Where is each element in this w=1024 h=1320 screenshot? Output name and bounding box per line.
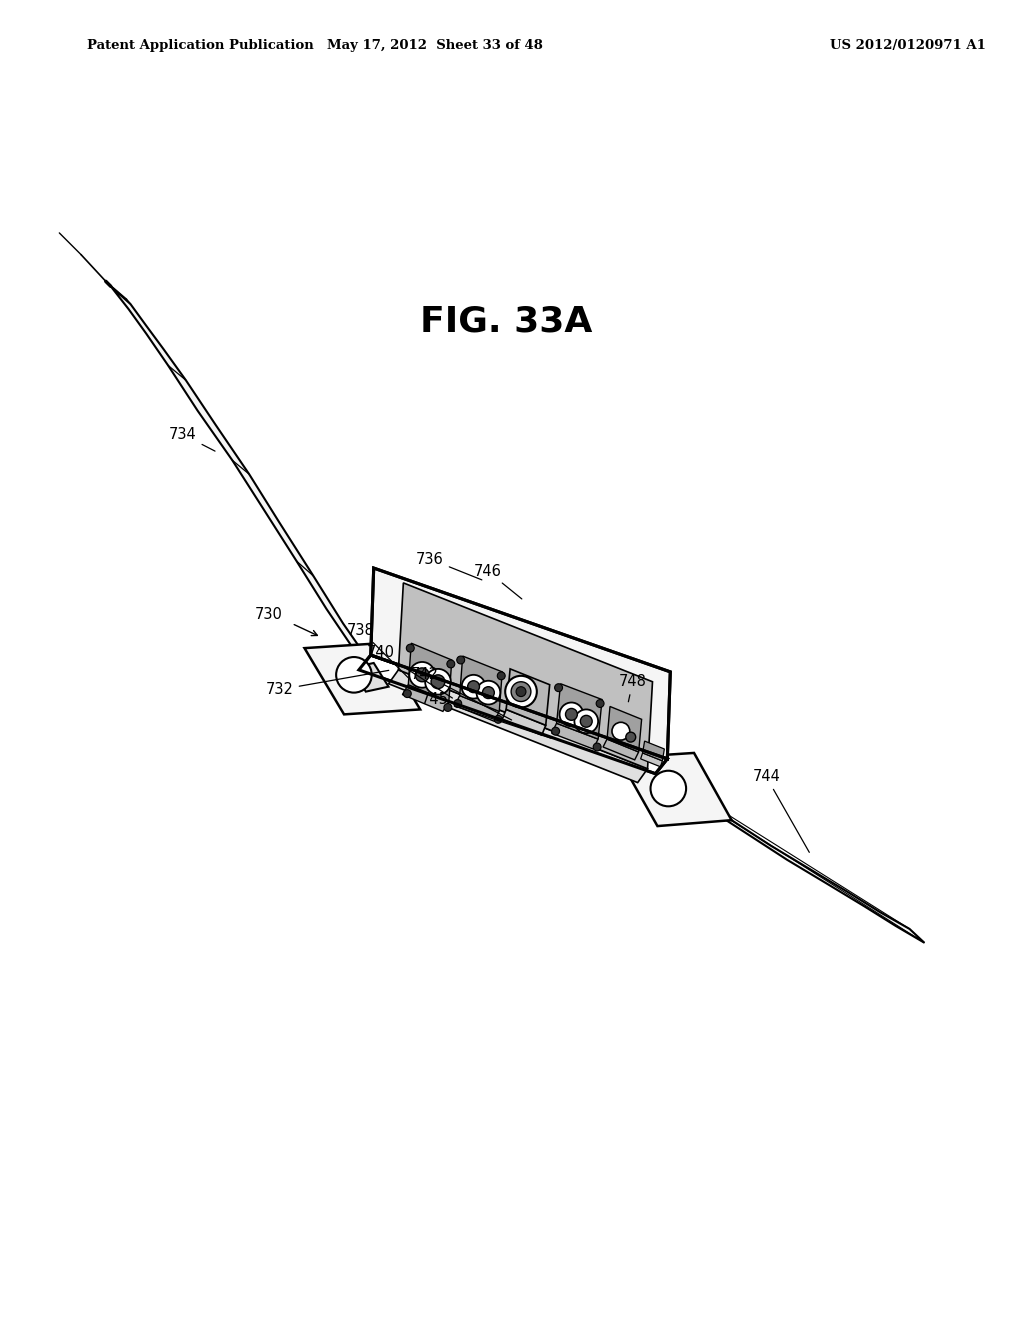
Text: 740: 740 — [367, 644, 453, 698]
Circle shape — [565, 709, 578, 721]
Polygon shape — [358, 655, 668, 774]
Polygon shape — [388, 669, 647, 783]
Circle shape — [650, 771, 686, 807]
Polygon shape — [557, 684, 602, 739]
Circle shape — [403, 689, 412, 697]
Circle shape — [462, 675, 485, 698]
Polygon shape — [455, 696, 500, 721]
Circle shape — [415, 668, 429, 681]
Circle shape — [446, 660, 455, 668]
Circle shape — [505, 676, 537, 708]
Text: May 17, 2012  Sheet 33 of 48: May 17, 2012 Sheet 33 of 48 — [327, 38, 543, 51]
Circle shape — [495, 715, 502, 723]
Text: 736: 736 — [416, 552, 482, 579]
Circle shape — [425, 669, 451, 694]
Text: 730: 730 — [255, 607, 283, 622]
Circle shape — [593, 743, 601, 751]
Circle shape — [511, 681, 530, 701]
Polygon shape — [643, 741, 665, 760]
Circle shape — [468, 681, 479, 693]
Text: 748: 748 — [618, 675, 647, 702]
Polygon shape — [641, 752, 663, 767]
Text: 742: 742 — [411, 668, 512, 719]
Polygon shape — [304, 643, 420, 714]
Circle shape — [552, 727, 559, 735]
Circle shape — [457, 656, 465, 664]
Polygon shape — [502, 709, 546, 735]
Text: FIG. 33A: FIG. 33A — [420, 305, 592, 339]
Polygon shape — [111, 286, 368, 659]
Circle shape — [482, 686, 495, 698]
Circle shape — [407, 644, 415, 652]
Circle shape — [443, 704, 452, 711]
Polygon shape — [398, 583, 652, 768]
Circle shape — [516, 686, 526, 697]
Circle shape — [476, 681, 501, 705]
Text: 738: 738 — [347, 623, 409, 677]
Circle shape — [336, 657, 372, 693]
Polygon shape — [648, 764, 925, 942]
Polygon shape — [552, 723, 598, 748]
Polygon shape — [618, 752, 731, 826]
Circle shape — [626, 733, 636, 742]
Polygon shape — [409, 643, 452, 701]
Text: 745: 745 — [421, 692, 551, 738]
Circle shape — [574, 709, 598, 733]
Polygon shape — [460, 656, 502, 711]
Circle shape — [596, 700, 604, 708]
Polygon shape — [506, 669, 550, 725]
Polygon shape — [371, 568, 671, 759]
Circle shape — [612, 722, 630, 741]
Circle shape — [454, 700, 462, 708]
Circle shape — [431, 675, 444, 689]
Polygon shape — [607, 706, 642, 752]
Text: 734: 734 — [169, 428, 215, 451]
Text: 744: 744 — [753, 770, 809, 853]
Circle shape — [410, 661, 435, 688]
Circle shape — [581, 715, 592, 727]
Text: Patent Application Publication: Patent Application Publication — [87, 38, 313, 51]
Text: 732: 732 — [266, 671, 389, 697]
Circle shape — [498, 672, 505, 680]
Polygon shape — [603, 739, 639, 760]
Text: 746: 746 — [473, 564, 522, 599]
Circle shape — [555, 684, 562, 692]
Polygon shape — [402, 685, 449, 711]
Polygon shape — [352, 663, 388, 692]
Circle shape — [559, 702, 584, 726]
Text: US 2012/0120971 A1: US 2012/0120971 A1 — [830, 38, 986, 51]
